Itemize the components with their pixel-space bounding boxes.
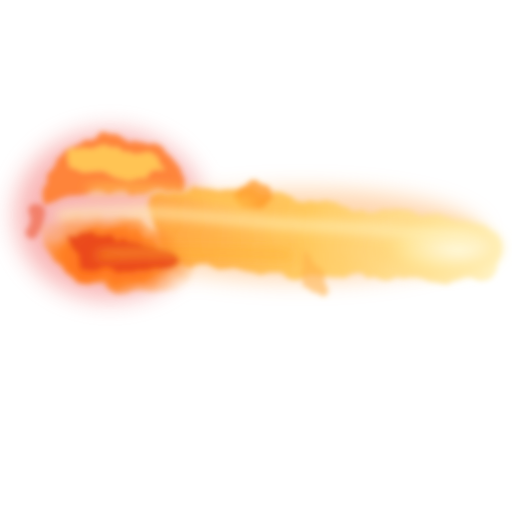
flame-streaks xyxy=(56,185,474,258)
